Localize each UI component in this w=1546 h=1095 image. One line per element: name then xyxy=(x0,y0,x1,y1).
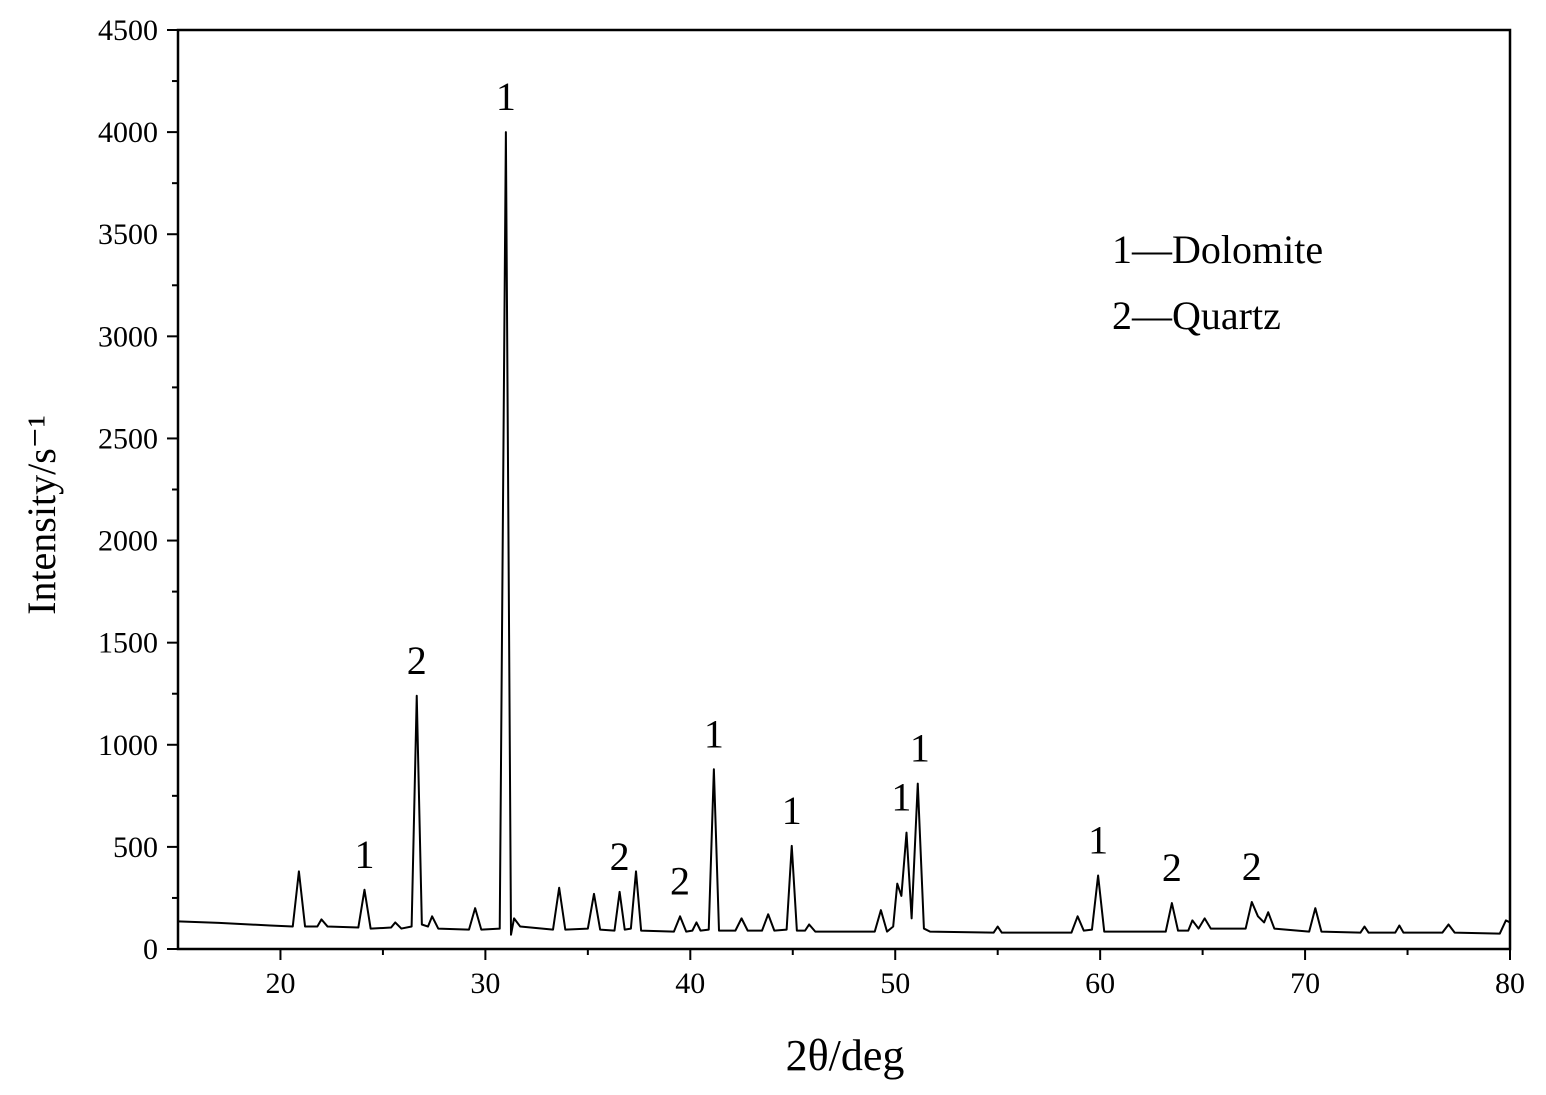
y-tick-label: 3000 xyxy=(98,320,158,353)
y-tick-label: 4000 xyxy=(98,116,158,149)
x-tick-label: 80 xyxy=(1495,967,1525,1000)
x-axis-label: 2θ/deg xyxy=(786,1031,905,1080)
y-tick-label: 4500 xyxy=(98,14,158,47)
x-tick-label: 30 xyxy=(470,967,500,1000)
y-axis-label: Intensity/s⁻¹ xyxy=(19,415,64,615)
peak-label: 2 xyxy=(1162,845,1182,890)
x-tick-label: 70 xyxy=(1290,967,1320,1000)
y-tick-label: 2500 xyxy=(98,422,158,455)
peak-label: 1 xyxy=(782,788,802,833)
y-tick-label: 1000 xyxy=(98,729,158,762)
legend-note: 2—Quartz xyxy=(1112,293,1281,338)
data-line xyxy=(177,131,1511,936)
peak-label: 1 xyxy=(1088,817,1108,862)
peak-label: 2 xyxy=(670,858,690,903)
peak-label: 2 xyxy=(1242,844,1262,889)
y-tick-label: 1500 xyxy=(98,627,158,660)
peak-label: 1 xyxy=(891,775,911,820)
peak-label: 1 xyxy=(354,832,374,877)
x-tick-label: 60 xyxy=(1085,967,1115,1000)
x-tick-label: 20 xyxy=(265,967,295,1000)
y-tick-label: 2000 xyxy=(98,525,158,558)
x-tick-label: 50 xyxy=(880,967,910,1000)
y-tick-label: 500 xyxy=(113,831,158,864)
legend-note: 1—Dolomite xyxy=(1112,227,1323,272)
y-tick-label: 3500 xyxy=(98,218,158,251)
y-tick-label: 0 xyxy=(143,933,158,966)
peak-label: 2 xyxy=(610,834,630,879)
peak-label: 1 xyxy=(704,711,724,756)
x-tick-label: 40 xyxy=(675,967,705,1000)
plot-frame xyxy=(176,28,1512,951)
peak-label: 1 xyxy=(496,74,516,119)
peak-label: 2 xyxy=(407,638,427,683)
peak-label: 1 xyxy=(910,726,930,771)
